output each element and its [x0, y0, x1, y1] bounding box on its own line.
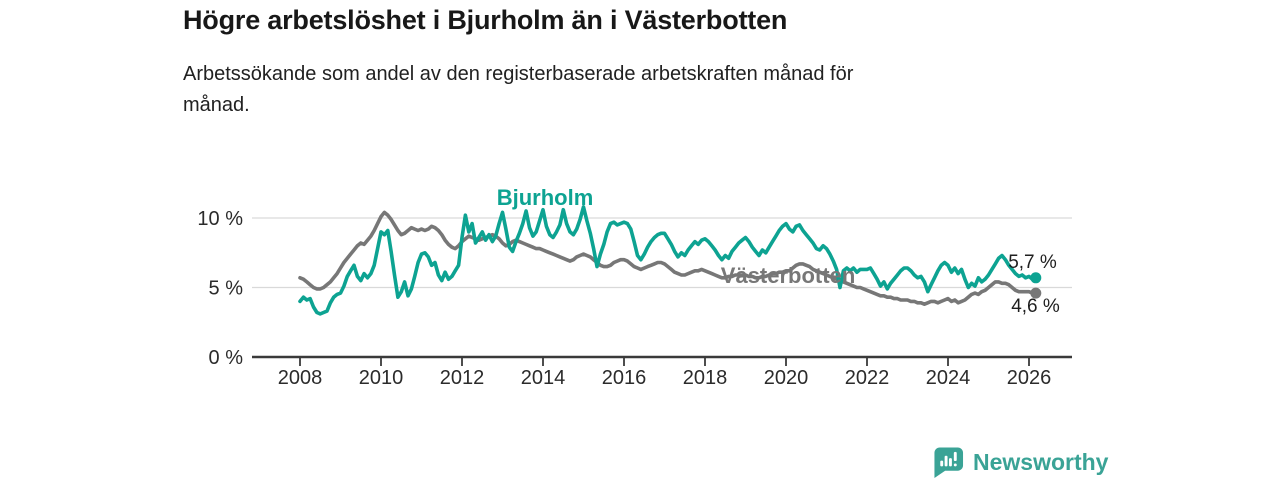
x-axis-label: 2024	[926, 367, 971, 389]
series-end-value-bjurholm: 5,7 %	[1008, 252, 1057, 273]
x-axis-label: 2022	[845, 367, 890, 389]
series-line-västerbotten	[298, 210, 1038, 307]
x-axis-label: 2020	[764, 367, 809, 389]
x-axis-label: 2008	[278, 367, 323, 389]
logo-bar-chart-glyph	[940, 451, 957, 466]
y-axis-label: 5 %	[209, 278, 244, 300]
chart-subtitle-line-2: månad.	[183, 94, 250, 116]
series-line-bjurholm	[298, 205, 1038, 316]
newsworthy-logo-icon	[934, 446, 964, 478]
chart-subtitle: Arbetssökande som andel av den registerb…	[183, 59, 853, 121]
y-axis-label: 10 %	[197, 208, 243, 230]
x-axis-label: 2026	[1007, 367, 1052, 389]
x-axis-label: 2012	[440, 367, 485, 389]
series-label-västerbotten: Västerbotten	[721, 263, 855, 288]
newsworthy-logo: Newsworthy	[933, 444, 1108, 480]
series-end-dot-västerbotten	[1030, 287, 1042, 299]
chart-title: Högre arbetslöshet i Bjurholm än i Väste…	[183, 5, 788, 35]
newsworthy-brand-text: Newsworthy	[973, 448, 1109, 475]
x-axis-label: 2018	[683, 367, 728, 389]
series-end-dot-bjurholm	[1030, 272, 1042, 284]
y-axis-label: 0 %	[209, 347, 244, 369]
series-label-bjurholm: Bjurholm	[497, 185, 594, 210]
x-axis-label: 2016	[602, 367, 647, 389]
x-axis-label: 2014	[521, 367, 566, 389]
series-end-value-västerbotten: 4,6 %	[1011, 296, 1060, 317]
x-axis-label: 2010	[359, 367, 404, 389]
chart-subtitle-line-1: Arbetssökande som andel av den registerb…	[183, 63, 854, 85]
